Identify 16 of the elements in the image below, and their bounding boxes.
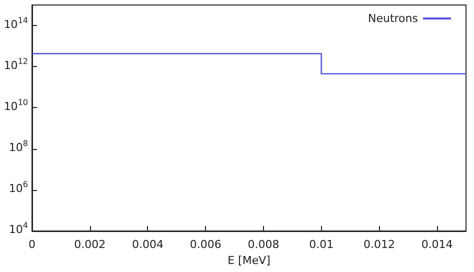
- x-tick-label: 0.012: [363, 238, 395, 251]
- x-tick-label: 0.01: [309, 238, 334, 251]
- y-tick-label: 10$^{12}$: [4, 56, 28, 74]
- legend-label: Neutrons: [368, 12, 418, 25]
- y-tick-label: 10$^{4}$: [8, 221, 28, 238]
- x-tick-label: 0.004: [132, 238, 164, 251]
- x-tick-label: 0.006: [190, 238, 222, 251]
- x-tick-label: 0: [28, 238, 36, 251]
- y-tick-label: 10$^{14}$: [4, 16, 28, 33]
- x-tick-label: 0.014: [421, 238, 453, 251]
- x-tick-label: 0.008: [248, 238, 280, 251]
- y-tick-label: 10$^{8}$: [8, 138, 28, 156]
- y-tick-label: 10$^{10}$: [4, 98, 28, 115]
- x-tick-label: 0.002: [74, 238, 106, 251]
- x-axis-title: E [MeV]: [228, 254, 270, 267]
- y-tick-label: 10$^{6}$: [8, 180, 28, 197]
